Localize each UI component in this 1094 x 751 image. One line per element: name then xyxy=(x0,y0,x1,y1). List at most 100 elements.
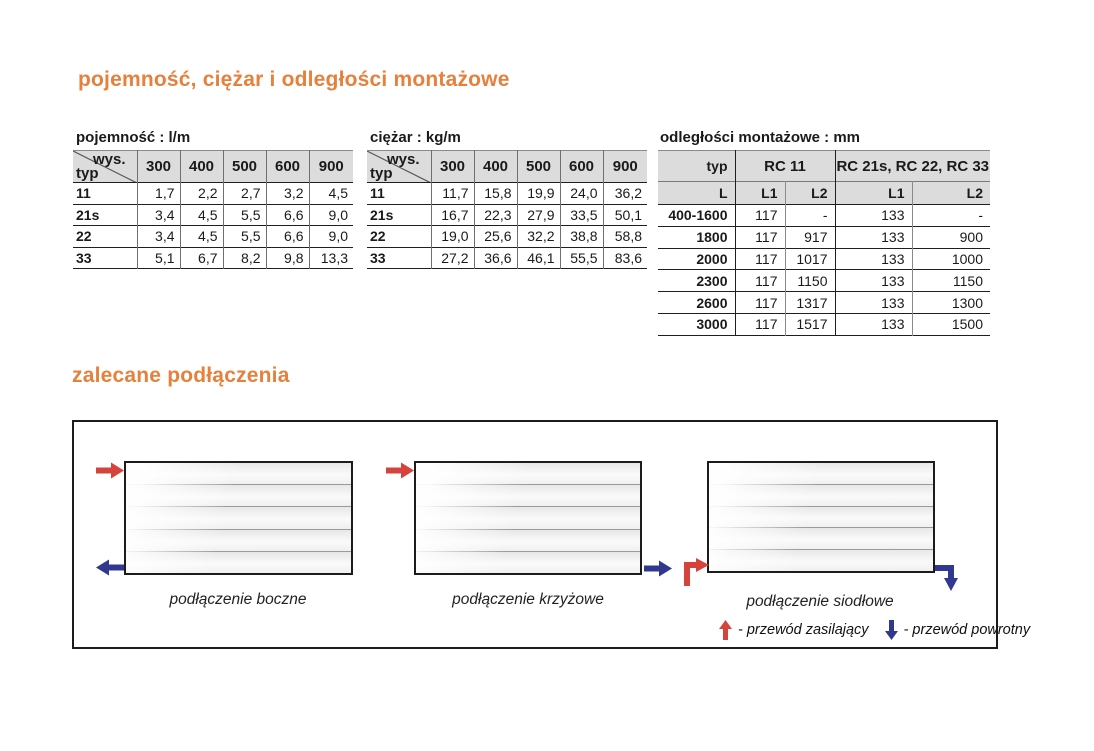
value-cell: 1,7 xyxy=(136,182,180,204)
table-row: 3000 117 1517 133 1500 xyxy=(658,313,990,336)
value-cell: 117 xyxy=(735,248,786,270)
group-header-cell: typ xyxy=(658,150,736,182)
value-cell: 917 xyxy=(785,226,836,249)
mounting-table: typ RC 11 RC 21s, RC 22, RC 33 L L1 L2 L… xyxy=(658,150,990,336)
value-cell: 8,2 xyxy=(222,247,266,269)
legend-label: - przewód powrotny xyxy=(903,622,1031,638)
row-header-cell: 33 xyxy=(370,249,386,266)
column-header-cell: 300 xyxy=(136,150,180,183)
radiator-panel xyxy=(126,528,351,551)
row-header-cell: 400-1600 xyxy=(658,204,736,227)
value-cell: 55,5 xyxy=(559,247,603,269)
diagram-label-cross: podłączenie krzyżowe xyxy=(452,591,604,608)
table-row: 2000 117 1017 133 1000 xyxy=(658,248,990,270)
row-header-cell: 2300 xyxy=(658,269,736,292)
column-header-cell: 500 xyxy=(516,150,560,183)
row-header-cell: 2000 xyxy=(658,248,736,270)
value-cell: 6,6 xyxy=(265,204,309,226)
value-cell: 36,2 xyxy=(602,182,647,204)
legend-label: - przewód zasilający xyxy=(738,622,869,638)
corner-label-wys: wys. xyxy=(92,151,126,168)
group-header-row: typ RC 11 RC 21s, RC 22, RC 33 xyxy=(658,150,990,182)
radiator-panel xyxy=(126,506,351,529)
radiator-diagram-side xyxy=(124,461,353,575)
value-cell: 33,5 xyxy=(559,204,603,226)
column-header-cell: 600 xyxy=(559,150,603,183)
radiator-panel xyxy=(416,506,640,529)
group-header-cell: RC 11 xyxy=(735,150,836,182)
value-cell: 9,8 xyxy=(265,247,309,269)
row-header-cell: 22 xyxy=(76,228,92,245)
value-cell: 5,5 xyxy=(222,225,266,247)
value-cell: 1300 xyxy=(951,294,983,311)
value-cell: 117 xyxy=(735,226,786,249)
value-cell: 5,5 xyxy=(222,204,266,226)
value-cell: 9,0 xyxy=(308,225,353,247)
value-cell: 2,2 xyxy=(179,182,223,204)
table-row: 400-1600 117 - 133 - xyxy=(658,204,990,227)
column-header-cell: 900 xyxy=(602,150,647,183)
table-row: 21s 16,7 22,3 27,9 33,5 50,1 xyxy=(367,204,647,226)
row-header-cell: 22 xyxy=(370,228,386,245)
group-header-cell: RC 21s, RC 22, RC 33 xyxy=(836,157,990,175)
table-row: 1800 117 917 133 900 xyxy=(658,226,990,249)
diagonal-divider xyxy=(73,151,137,183)
return-elbow-arrow-icon xyxy=(935,565,958,591)
capacity-table-label: pojemność : l/m xyxy=(76,129,191,146)
table-row: 2300 117 1150 133 1150 xyxy=(658,269,990,292)
weight-table: wys. typ 300 400 500 600 900 11 11,7 15,… xyxy=(367,150,647,269)
value-cell: 1150 xyxy=(785,269,836,292)
legend-item-supply: - przewód zasilający xyxy=(719,620,869,640)
value-cell: - xyxy=(785,204,836,227)
value-cell: 3,4 xyxy=(136,204,180,226)
value-cell: 1517 xyxy=(785,313,836,336)
value-cell: 6,6 xyxy=(265,225,309,247)
value-cell: 38,8 xyxy=(559,225,603,247)
sub-header-cell: L1 xyxy=(835,181,913,205)
diagram-label-saddle: podłączenie siodłowe xyxy=(746,593,894,610)
value-cell: 1317 xyxy=(785,291,836,314)
corner-label-typ: typ xyxy=(370,165,393,182)
table-row: 2600 117 1317 133 1300 xyxy=(658,291,990,314)
value-cell: 24,0 xyxy=(559,182,603,204)
column-header-cell: 600 xyxy=(265,150,309,183)
diagonal-divider xyxy=(367,151,431,183)
value-cell: 46,1 xyxy=(516,247,560,269)
sub-header-row: L L1 L2 L1 L2 xyxy=(658,181,990,205)
value-cell: 9,0 xyxy=(308,204,353,226)
sub-header-cell: L1 xyxy=(735,181,786,205)
value-cell: 133 xyxy=(835,226,913,249)
value-cell: 133 xyxy=(835,291,913,314)
table-row: 33 5,1 6,7 8,2 9,8 13,3 xyxy=(73,247,353,269)
value-cell: 3,2 xyxy=(265,182,309,204)
value-cell: 19,0 xyxy=(430,225,474,247)
value-cell: 1000 xyxy=(951,250,983,267)
return-arrow-icon xyxy=(96,559,124,576)
corner-cell: wys. typ xyxy=(367,151,431,183)
radiator-panel xyxy=(126,463,351,485)
legend-supply-arrow-icon xyxy=(719,620,732,640)
radiator-panel xyxy=(709,483,933,506)
radiator-panel xyxy=(709,527,933,550)
value-cell: 133 xyxy=(835,313,913,336)
radiator-panel xyxy=(126,550,351,573)
row-header-cell: 21s xyxy=(76,206,100,223)
table-row: 11 1,7 2,2 2,7 3,2 4,5 xyxy=(73,182,353,204)
radiator-diagram-cross xyxy=(414,461,642,575)
value-cell: 117 xyxy=(735,204,786,227)
value-cell: 117 xyxy=(735,313,786,336)
table-header-row: wys. typ 300 400 500 600 900 xyxy=(73,150,353,183)
value-cell: 25,6 xyxy=(473,225,517,247)
value-cell: 22,3 xyxy=(473,204,517,226)
radiator-panel xyxy=(416,528,640,551)
row-header-cell: 3000 xyxy=(658,313,736,336)
value-cell: 83,6 xyxy=(602,247,647,269)
value-cell: 133 xyxy=(835,269,913,292)
row-header-cell: 33 xyxy=(76,249,92,266)
table-row: 33 27,2 36,6 46,1 55,5 83,6 xyxy=(367,247,647,269)
section-title-connections: zalecane podłączenia xyxy=(72,364,290,387)
table-header-row: wys. typ 300 400 500 600 900 xyxy=(367,150,647,183)
mounting-table-label: odległości montażowe : mm xyxy=(660,129,861,146)
table-row: 11 11,7 15,8 19,9 24,0 36,2 xyxy=(367,182,647,204)
radiator-panel xyxy=(416,550,640,573)
